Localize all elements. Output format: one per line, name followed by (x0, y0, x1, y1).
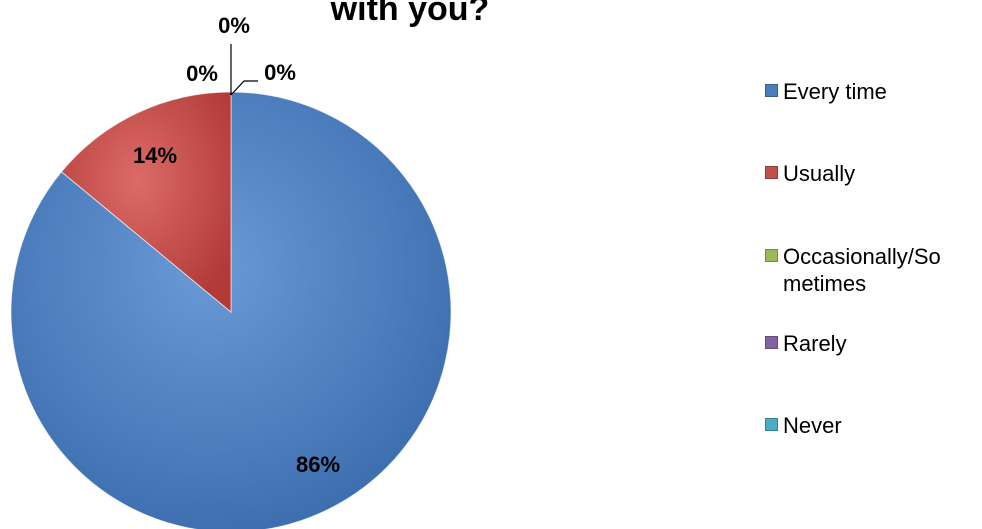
legend-swatch-rarely (765, 336, 778, 349)
legend-swatch-occasionally (765, 249, 778, 262)
legend-label-usually: Usually (783, 161, 856, 186)
pie-slice-usually (60, 91, 232, 314)
data-label-every-time: 86% (296, 452, 340, 477)
leader-lines (230, 44, 258, 96)
legend-label-never: Never (783, 413, 842, 438)
chart-title: with you? (330, 0, 490, 28)
data-label-usually: 14% (133, 143, 177, 168)
legend-item-rarely: Rarely (765, 330, 968, 357)
legend-item-occasionally: Occasionally/So metimes (765, 243, 968, 297)
data-labels: 86%14%0%0% 0% (133, 13, 340, 477)
legend-item-usually: Usually (765, 160, 968, 187)
legend-swatch-usually (765, 166, 778, 179)
pie-slices (10, 91, 452, 529)
legend-item-never: Never (765, 412, 968, 439)
data-label-rarely: 0% (186, 61, 218, 86)
legend-item-every-time: Every time (765, 78, 968, 105)
legend-swatch-never (765, 418, 778, 431)
legend-label-occasionally: Occasionally/So metimes (783, 244, 941, 296)
data-label-never: 0% (264, 60, 296, 85)
legend-label-rarely: Rarely (783, 331, 847, 356)
leader-line-1 (230, 80, 258, 96)
legend-label-every-time: Every time (783, 79, 887, 104)
data-label-occasionally: 0% (218, 13, 250, 38)
legend-swatch-every-time (765, 84, 778, 97)
